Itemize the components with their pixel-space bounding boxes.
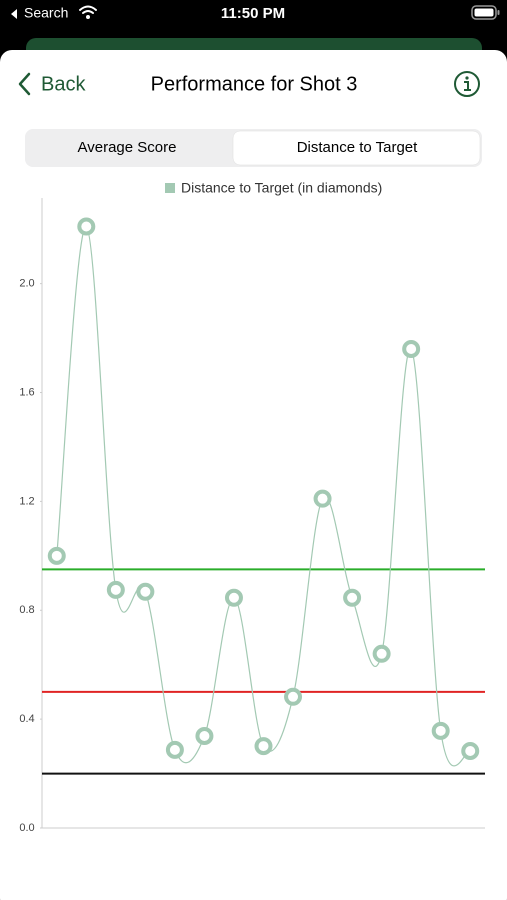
y-tick-label: 2.0 — [19, 278, 34, 290]
info-button[interactable] — [454, 71, 480, 97]
segment-label[interactable]: Average Score — [78, 139, 177, 156]
legend-swatch — [165, 183, 175, 193]
data-point — [313, 489, 332, 508]
status-time: 11:50 PM — [221, 5, 285, 22]
nav-title: Performance for Shot 3 — [151, 73, 358, 95]
data-point — [165, 740, 184, 759]
segment-label[interactable]: Distance to Target — [297, 139, 418, 156]
data-point — [106, 580, 125, 599]
data-point — [47, 546, 66, 565]
y-tick-label: 0.0 — [19, 822, 34, 834]
data-point — [402, 339, 421, 358]
data-point — [284, 687, 303, 706]
data-point — [195, 727, 214, 746]
data-point — [77, 217, 96, 236]
y-tick-label: 1.6 — [19, 386, 34, 398]
y-tick-label: 1.2 — [19, 495, 34, 507]
data-point — [431, 721, 450, 740]
y-tick-label: 0.8 — [19, 604, 34, 616]
data-point — [224, 588, 243, 607]
sheet — [0, 50, 507, 900]
segment-selected[interactable] — [232, 130, 481, 166]
legend-label: Distance to Target (in diamonds) — [181, 180, 382, 196]
data-point — [461, 741, 480, 760]
data-point — [136, 582, 155, 601]
data-point — [372, 644, 391, 663]
data-point — [254, 737, 273, 756]
back-chevron[interactable] — [18, 72, 31, 96]
data-point — [343, 588, 362, 607]
wifi-icon — [79, 5, 97, 19]
y-tick-label: 0.4 — [19, 713, 34, 725]
status-back-app[interactable]: Search — [24, 5, 68, 21]
status-back-icon — [11, 9, 17, 19]
back-button[interactable]: Back — [41, 73, 86, 95]
battery-icon — [471, 5, 500, 20]
